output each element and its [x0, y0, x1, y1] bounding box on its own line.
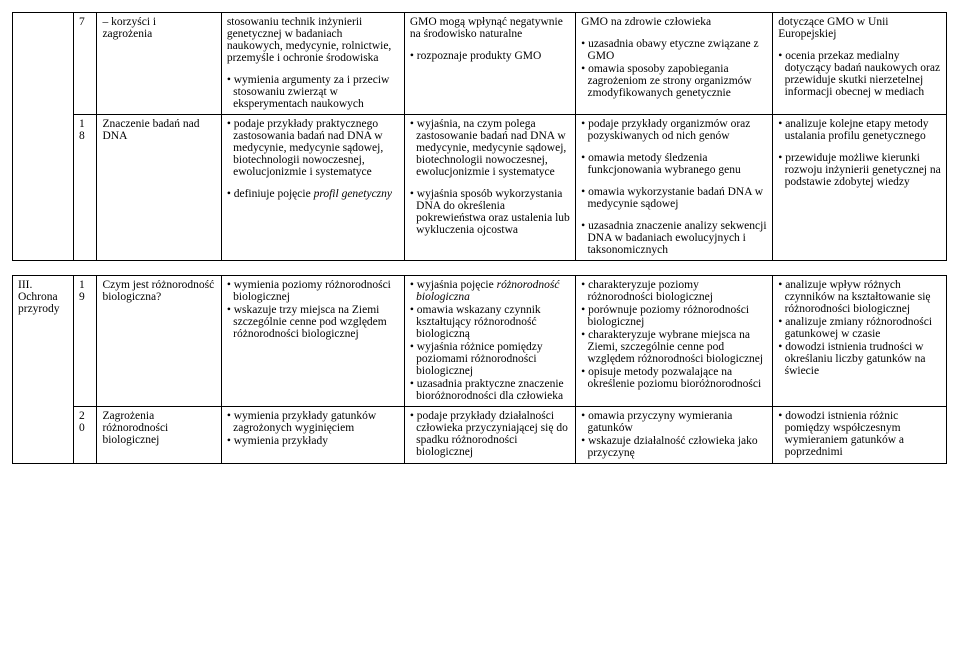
bullet: charakteryzuje wybrane miejsca na Ziemi,…	[581, 329, 767, 365]
cell-b: wyjaśnia pojęcie różnorodność biologiczn…	[404, 276, 575, 407]
topic-cell: Znaczenie badań nad DNA	[97, 115, 221, 261]
num-line: 2	[79, 410, 91, 422]
bullet: analizuje kolejne etapy metody ustalania…	[778, 118, 941, 142]
cell-a: wymienia poziomy różnorodności biologicz…	[221, 276, 404, 407]
bullet: wymienia przykłady	[227, 435, 399, 447]
table-row: 2 0 Zagrożenia różnorodności biologiczne…	[13, 407, 947, 464]
bullet: analizuje zmiany różnorodności gatunkowe…	[778, 316, 941, 340]
bullet: dowodzi istnienia różnic pomiędzy współc…	[778, 410, 941, 458]
topic-cell: – korzyści i zagrożenia	[97, 13, 221, 115]
bullet: wymienia przykłady gatunków zagrożonych …	[227, 410, 399, 434]
cell-c: charakteryzuje poziomy różnorodności bio…	[576, 276, 773, 407]
bullet: analizuje wpływ różnych czynników na ksz…	[778, 279, 941, 315]
bullet: dowodzi istnienia trudności w określaniu…	[778, 341, 941, 377]
bullet: podaje przykłady praktycznego zastosowan…	[227, 118, 399, 178]
bullet: omawia metody śledzenia funkcjonowania w…	[581, 152, 767, 176]
bullet: wyjaśnia pojęcie różnorodność biologiczn…	[410, 279, 570, 303]
cell-d: dowodzi istnienia różnic pomiędzy współc…	[773, 407, 947, 464]
num-line: 8	[79, 130, 91, 142]
num-line: 9	[79, 291, 91, 303]
cell-d: analizuje wpływ różnych czynników na ksz…	[773, 276, 947, 407]
bullet: omawia wskazany czynnik kształtujący róż…	[410, 304, 570, 340]
bullet: uzasadnia praktyczne znaczenie bioróżnor…	[410, 378, 570, 402]
num-line: 0	[79, 422, 91, 434]
bullet-text: wyjaśnia pojęcie	[417, 279, 497, 291]
cell-c: GMO na zdrowie człowieka uzasadnia obawy…	[576, 13, 773, 115]
topic-cell: Czym jest różnorodność biologiczna?	[97, 276, 221, 407]
bullet: ocenia przekaz medialny dotyczący badań …	[778, 50, 941, 98]
topic-cell: Zagrożenia różnorodności biologicznej	[97, 407, 221, 464]
topic-line: – korzyści i	[102, 16, 215, 28]
bullet: podaje przykłady działalności człowieka …	[410, 410, 570, 458]
cell-b: GMO mogą wpłynąć negatywnie na środowisk…	[404, 13, 575, 115]
cell-intro: GMO mogą wpłynąć negatywnie na środowisk…	[410, 16, 570, 40]
row-number: 1 8	[74, 115, 97, 261]
spacer-row	[13, 261, 947, 276]
table-row: 1 8 Znaczenie badań nad DNA podaje przyk…	[13, 115, 947, 261]
row-number: 2 0	[74, 407, 97, 464]
num-line: 1	[79, 118, 91, 130]
term-italic: profil genetyczny	[314, 188, 392, 200]
section-line: Ochrona	[18, 291, 68, 303]
topic-line: zagrożenia	[102, 28, 215, 40]
bullet: wyjaśnia sposób wykorzystania DNA do okr…	[410, 188, 570, 236]
section-cell: III. Ochrona przyrody	[13, 276, 74, 464]
row-number: 1 9	[74, 276, 97, 407]
cell-intro: stosowaniu technik inżynierii genetyczne…	[227, 16, 399, 64]
cell-b: wyjaśnia, na czym polega zastosowanie ba…	[404, 115, 575, 261]
bullet: przewiduje możliwe kierunki rozwoju inży…	[778, 152, 941, 188]
bullet: wymienia argumenty za i przeciw stosowan…	[227, 74, 399, 110]
table-row: III. Ochrona przyrody 1 9 Czym jest różn…	[13, 276, 947, 407]
bullet: uzasadnia obawy etyczne związane z GMO	[581, 38, 767, 62]
bullet: definiuje pojęcie profil genetyczny	[227, 188, 399, 200]
cell-intro: GMO na zdrowie człowieka	[581, 16, 767, 28]
num-line: 1	[79, 279, 91, 291]
bullet: omawia przyczyny wymierania gatunków	[581, 410, 767, 434]
cell-a: stosowaniu technik inżynierii genetyczne…	[221, 13, 404, 115]
section-line: III.	[18, 279, 68, 291]
curriculum-table: 7 – korzyści i zagrożenia stosowaniu tec…	[12, 12, 947, 464]
cell-c: omawia przyczyny wymierania gatunków wsk…	[576, 407, 773, 464]
bullet: wyjaśnia różnice pomiędzy poziomami różn…	[410, 341, 570, 377]
bullet: uzasadnia znaczenie analizy sekwencji DN…	[581, 220, 767, 256]
bullet: wymienia poziomy różnorodności biologicz…	[227, 279, 399, 303]
table-row: 7 – korzyści i zagrożenia stosowaniu tec…	[13, 13, 947, 115]
bullet: wskazuje działalność człowieka jako przy…	[581, 435, 767, 459]
bullet-text: definiuje pojęcie	[234, 188, 314, 200]
cell-d: dotyczące GMO w Unii Europejskiej ocenia…	[773, 13, 947, 115]
section-cell	[13, 13, 74, 261]
cell-a: wymienia przykłady gatunków zagrożonych …	[221, 407, 404, 464]
bullet: podaje przykłady organizmów oraz pozyski…	[581, 118, 767, 142]
bullet: charakteryzuje poziomy różnorodności bio…	[581, 279, 767, 303]
bullet: rozpoznaje produkty GMO	[410, 50, 570, 62]
section-line: przyrody	[18, 303, 68, 315]
row-number: 7	[74, 13, 97, 115]
bullet: omawia sposoby zapobiegania zagrożeniom …	[581, 63, 767, 99]
cell-intro: dotyczące GMO w Unii Europejskiej	[778, 16, 941, 40]
cell-a: podaje przykłady praktycznego zastosowan…	[221, 115, 404, 261]
cell-d: analizuje kolejne etapy metody ustalania…	[773, 115, 947, 261]
cell-b: podaje przykłady działalności człowieka …	[404, 407, 575, 464]
bullet: wskazuje trzy miejsca na Ziemi szczególn…	[227, 304, 399, 340]
bullet: opisuje metody pozwalające na określenie…	[581, 366, 767, 390]
bullet: omawia wykorzystanie badań DNA w medycyn…	[581, 186, 767, 210]
bullet: wyjaśnia, na czym polega zastosowanie ba…	[410, 118, 570, 178]
bullet: porównuje poziomy różnorodności biologic…	[581, 304, 767, 328]
cell-c: podaje przykłady organizmów oraz pozyski…	[576, 115, 773, 261]
